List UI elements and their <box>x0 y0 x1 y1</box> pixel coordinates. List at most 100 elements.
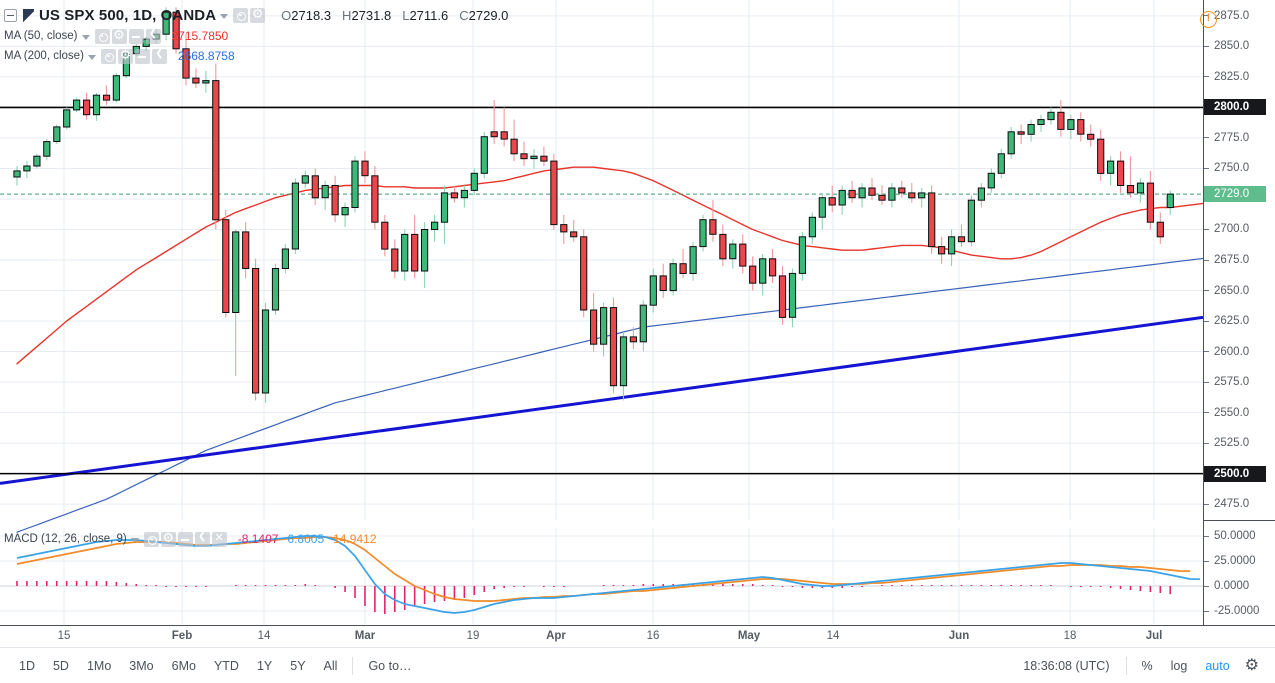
gear-icon[interactable] <box>250 6 266 23</box>
ohlc-close-value: 2729.0 <box>468 7 509 23</box>
eye-icon[interactable] <box>100 48 116 64</box>
candle-body <box>530 155 538 160</box>
candle-body <box>510 138 518 155</box>
time-axis-label: Feb <box>171 630 193 642</box>
auto-scale-button[interactable]: auto <box>1205 658 1230 673</box>
range-button-1mo[interactable]: 1Mo <box>86 658 112 673</box>
ma200-label[interactable]: MA (200, close) <box>4 50 84 62</box>
macd-axis-label: 50.0000 <box>1204 529 1256 543</box>
candle-body <box>391 248 399 272</box>
legend-ma200-row[interactable]: MA (200, close) 2668.8758 <box>4 46 519 66</box>
candle-body <box>1087 133 1095 140</box>
percent-scale-button[interactable]: % <box>1141 658 1153 673</box>
candle-body <box>13 170 21 178</box>
time-axis-label: 14 <box>257 630 271 642</box>
candle-body <box>371 175 379 223</box>
candle-body <box>808 216 816 238</box>
ohlc-high-value: 2731.8 <box>351 7 392 23</box>
ohlc-open-value: 2718.3 <box>291 7 332 23</box>
macd-axis-label: 0.0000 <box>1204 579 1249 593</box>
gear-icon[interactable] <box>111 27 127 44</box>
ohlc-close-label: C <box>459 7 469 23</box>
close-icon[interactable] <box>211 531 227 547</box>
more-icon[interactable] <box>145 28 161 44</box>
candle-body <box>868 187 876 196</box>
trendline[interactable] <box>0 315 1203 485</box>
candle-body <box>1126 185 1135 194</box>
time-axis[interactable]: 15 Feb 14 Mar 19 Apr 16 May 14 Jun 18 Jul <box>0 625 1275 647</box>
collapse-icon[interactable] <box>4 8 17 22</box>
eye-icon[interactable] <box>233 7 249 23</box>
ma50-label[interactable]: MA (50, close) <box>4 30 78 42</box>
chart-canvas[interactable] <box>0 0 1203 625</box>
candle-body <box>351 160 359 209</box>
chevron-down-icon[interactable] <box>130 537 139 543</box>
candle-body <box>948 236 956 255</box>
log-scale-button[interactable]: log <box>1170 658 1188 673</box>
chevron-down-icon[interactable] <box>81 34 90 40</box>
legend-macd-row[interactable]: MACD (12, 26, close, 9) -8.1407 6.8005 1… <box>4 529 377 549</box>
alert-circle-icon[interactable]: ! <box>1200 11 1217 28</box>
time-axis-label: 19 <box>466 630 480 642</box>
range-button-6mo[interactable]: 6Mo <box>171 658 196 673</box>
candle-body <box>788 272 797 318</box>
range-button-1d[interactable]: 1D <box>19 658 35 673</box>
candle-body <box>838 189 846 206</box>
macd-hist-value: -8.1407 <box>237 532 279 546</box>
price-axis-label: 2750.0 <box>1204 161 1249 175</box>
candle-body <box>202 80 210 84</box>
candle-body <box>192 77 200 84</box>
current-price-label[interactable]: 2729.0 <box>1204 186 1266 203</box>
candle-body <box>480 136 488 174</box>
minimize-icon[interactable] <box>128 28 144 44</box>
price-axis-label-highlighted: 2500.0 <box>1204 465 1266 482</box>
legend-ma50-row[interactable]: MA (50, close) 2715.7850 <box>4 26 519 46</box>
eye-icon[interactable] <box>143 531 159 547</box>
candle-body <box>92 94 101 116</box>
range-button-all[interactable]: All <box>323 658 338 673</box>
more-icon[interactable] <box>151 48 167 64</box>
symbol-title[interactable]: US SPX 500, 1D, OANDA <box>39 6 217 24</box>
time-axis-label: 16 <box>646 630 660 642</box>
eye-icon[interactable] <box>94 28 110 44</box>
time-axis-label: Jul <box>1145 630 1163 642</box>
gear-icon[interactable] <box>160 530 176 547</box>
chevron-down-icon[interactable] <box>87 54 96 60</box>
macd-label[interactable]: MACD (12, 26, close, 9) <box>4 533 127 545</box>
candle-body <box>73 99 81 111</box>
candle-body <box>490 131 498 138</box>
candle-body <box>450 192 458 199</box>
minimize-icon[interactable] <box>134 48 150 64</box>
candle-body <box>53 126 61 143</box>
go-to-button[interactable]: Go to… <box>368 658 412 673</box>
candle-body <box>749 265 757 284</box>
gear-icon[interactable]: ⚙ <box>1244 656 1259 674</box>
range-button-1y[interactable]: 1Y <box>256 658 273 673</box>
range-button-5d[interactable]: 5D <box>52 658 69 673</box>
price-axis[interactable]: 2875.02850.02825.02800.02775.02750.02725… <box>1203 0 1275 625</box>
candle-body <box>321 185 329 199</box>
more-icon[interactable] <box>194 531 210 547</box>
legend-symbol-row[interactable]: US SPX 500, 1D, OANDA O2718.3 H2731.8 L271… <box>4 4 519 26</box>
candle-body <box>1027 124 1035 135</box>
price-axis-label: 2825.0 <box>1204 70 1249 84</box>
range-button-3mo[interactable]: 3Mo <box>129 658 154 673</box>
candle-body <box>1117 160 1125 187</box>
range-button-5y[interactable]: 5Y <box>290 658 306 673</box>
candle-body <box>957 236 966 243</box>
chart-svg <box>0 0 1203 624</box>
price-axis-label-highlighted: 2800.0 <box>1204 99 1266 116</box>
candle-body <box>848 189 856 199</box>
chevron-down-icon[interactable] <box>220 13 229 19</box>
candle-body <box>759 258 767 284</box>
candle-body <box>1067 119 1075 130</box>
range-button-ytd[interactable]: YTD <box>213 658 239 673</box>
candle-body <box>1057 111 1065 130</box>
minimize-icon[interactable] <box>177 531 193 547</box>
candle-body <box>649 275 657 306</box>
gear-icon[interactable] <box>117 47 133 64</box>
candle-body <box>619 336 628 387</box>
candle-body <box>729 243 737 260</box>
candle-body <box>639 304 647 343</box>
